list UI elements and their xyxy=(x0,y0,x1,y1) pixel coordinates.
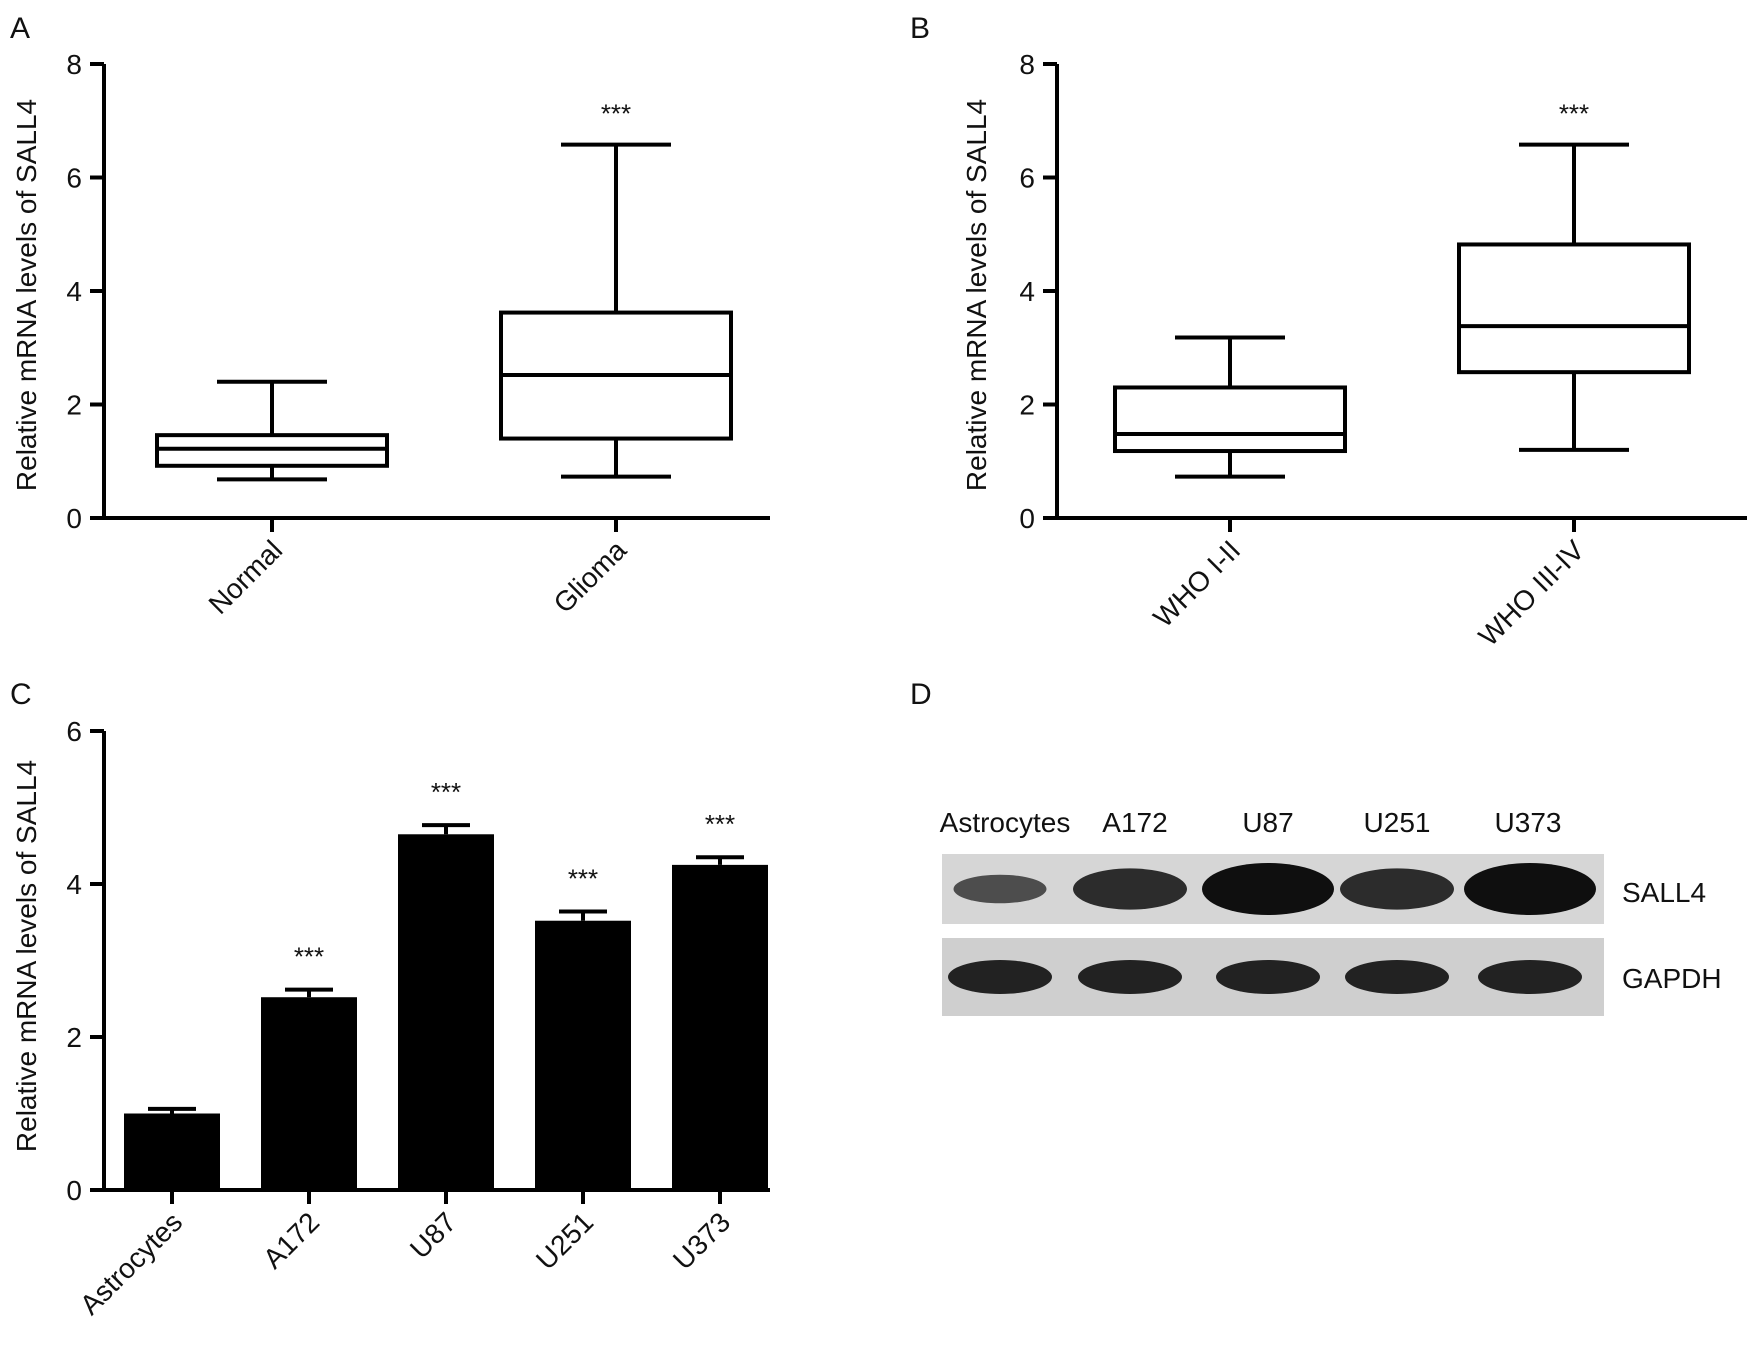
x-tick-label: A172 xyxy=(257,1206,325,1274)
bar xyxy=(398,834,494,1190)
y-tick-label: 2 xyxy=(66,390,82,421)
box-iqr xyxy=(1113,385,1347,454)
x-tick-label: Astrocytes xyxy=(74,1206,188,1320)
panel-letter-c: C xyxy=(10,678,32,711)
panel-letter-b: B xyxy=(910,12,930,45)
y-tick-label: 6 xyxy=(1019,163,1035,194)
blot-lane-label: Astrocytes xyxy=(940,807,1071,838)
significance-marker: *** xyxy=(601,99,631,129)
panel-d-western-blot: Astrocytes A172 U87 U251 U373 SALL4 GAPD… xyxy=(940,807,1722,1016)
x-tick-label: WHO III-IV xyxy=(1473,534,1591,652)
significance-marker: *** xyxy=(294,942,324,972)
significance-marker: *** xyxy=(705,809,735,839)
blot-band xyxy=(1478,960,1582,994)
blot-band xyxy=(1345,960,1449,994)
blot-band xyxy=(1202,863,1334,915)
y-tick-label: 2 xyxy=(66,1022,82,1053)
y-tick-label: 4 xyxy=(1019,276,1035,307)
y-tick-label: 6 xyxy=(66,163,82,194)
panel-a-box-plot: 0 2 4 6 8 Normal Glioma *** xyxy=(66,49,770,620)
x-tick-label: U87 xyxy=(404,1206,462,1264)
blot-band xyxy=(948,960,1052,994)
y-tick-label: 0 xyxy=(66,1175,82,1206)
panel-letter-a: A xyxy=(10,12,30,45)
bar xyxy=(672,864,768,1190)
x-tick-label: U373 xyxy=(667,1206,736,1275)
x-tick-label: U251 xyxy=(530,1206,599,1275)
bar xyxy=(261,997,357,1190)
panel-b-ylabel: Relative mRNA levels of SALL4 xyxy=(961,99,992,491)
significance-marker: *** xyxy=(568,864,598,894)
panel-c-ylabel: Relative mRNA levels of SALL4 xyxy=(11,760,42,1152)
y-tick-label: 2 xyxy=(1019,390,1035,421)
panel-c-bar-chart: 0 2 4 6 Astrocytes A172 U87 U251 U373 *** *** *** **… xyxy=(66,716,770,1321)
y-tick-label: 6 xyxy=(66,716,82,747)
blot-row-label-sall4: SALL4 xyxy=(1622,877,1706,908)
blot-band xyxy=(1464,863,1596,915)
panel-b-box-plot: 0 2 4 6 8 WHO I-II WHO III-IV *** xyxy=(1019,49,1747,652)
blot-lane-label: U373 xyxy=(1495,807,1562,838)
blot-band xyxy=(1073,868,1187,910)
significance-marker: *** xyxy=(1559,99,1589,129)
panel-a-ylabel: Relative mRNA levels of SALL4 xyxy=(11,99,42,491)
y-tick-label: 8 xyxy=(1019,49,1035,80)
y-tick-label: 4 xyxy=(66,869,82,900)
x-tick-label: WHO I-II xyxy=(1147,534,1246,633)
y-tick-label: 4 xyxy=(66,276,82,307)
blot-band xyxy=(1340,868,1454,910)
y-tick-label: 0 xyxy=(1019,503,1035,534)
blot-band xyxy=(953,874,1047,904)
blot-lane-label: U251 xyxy=(1364,807,1431,838)
significance-marker: *** xyxy=(431,777,461,807)
y-tick-label: 0 xyxy=(66,503,82,534)
blot-band xyxy=(1078,960,1182,994)
blot-lane-label: A172 xyxy=(1102,807,1167,838)
box-iqr xyxy=(1457,242,1691,375)
blot-band xyxy=(1216,960,1320,994)
y-tick-label: 8 xyxy=(66,49,82,80)
bar xyxy=(124,1113,220,1190)
panel-letter-d: D xyxy=(910,678,932,711)
blot-lane-label: U87 xyxy=(1242,807,1293,838)
x-tick-label: Glioma xyxy=(548,534,633,619)
bar xyxy=(535,920,631,1190)
x-tick-label: Normal xyxy=(203,534,289,620)
blot-row-label-gapdh: GAPDH xyxy=(1622,963,1722,994)
